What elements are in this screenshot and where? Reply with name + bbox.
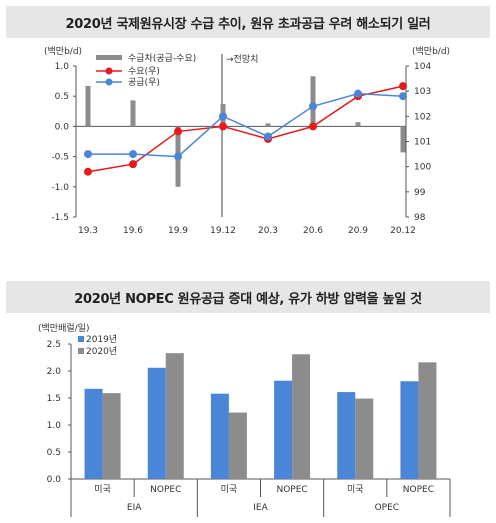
- gap-bar: [310, 76, 316, 127]
- bar-2020: [102, 393, 121, 479]
- y-left-tick-label: -1.0: [51, 183, 69, 193]
- y-right-tick-label: 101: [414, 138, 431, 148]
- bar-2020: [165, 353, 184, 479]
- x-tick-label: 19.3: [78, 226, 98, 236]
- category-label: NOPEC: [403, 485, 434, 495]
- chart1-svg: (백만b/d) (백만b/d) 1.0 0.5 0.0 -0.5 -1.0 -1.5 104 10…: [44, 46, 450, 236]
- y-right-tick-label: 104: [414, 62, 431, 72]
- group-label: OPEC: [375, 503, 399, 513]
- gap-bar: [130, 100, 136, 127]
- x-tick-label: 20.12: [390, 226, 416, 236]
- y-left-tick-label: 0.0: [55, 122, 70, 132]
- y-right-tick-label: 100: [414, 163, 431, 173]
- legend-line-marker: [105, 78, 113, 86]
- y-right-tick-label: 99: [414, 188, 426, 198]
- y-left-tick-label: 0.5: [55, 92, 69, 102]
- y-tick-label: 2.5: [47, 340, 61, 350]
- x-tick-label: 19.6: [123, 226, 143, 236]
- y-left-tick-label: -0.5: [51, 153, 69, 163]
- x-tick-label: 20.3: [258, 226, 278, 236]
- gap-bar: [85, 85, 91, 127]
- legend-line-label: 공급(우): [128, 77, 160, 88]
- supply-line: [88, 92, 404, 158]
- demand-point: [399, 82, 407, 91]
- category-label: 미국: [347, 484, 364, 495]
- chart2-svg: (백만배럴/일) 2.5 2.0 1.5 1.0 0.5 0.0 미국 NOPEC 미국 NOPEC…: [38, 323, 451, 517]
- category-label: 미국: [221, 484, 238, 495]
- legend-line-label: 수요(우): [128, 66, 160, 77]
- supply-point: [399, 92, 407, 101]
- category-label: 미국: [94, 484, 111, 495]
- y-right-tick-label: 102: [414, 112, 431, 122]
- supply-point: [174, 152, 182, 161]
- bar-2020: [355, 398, 374, 479]
- x-tick-label: 19.12: [210, 226, 236, 236]
- legend-label: 2019년: [86, 334, 117, 345]
- y-tick-label: 1.0: [47, 421, 62, 431]
- gap-bar: [400, 126, 406, 153]
- bar-2019: [147, 367, 166, 479]
- bar-2019: [400, 381, 419, 479]
- category-label: NOPEC: [150, 485, 181, 495]
- supply-point: [129, 150, 137, 159]
- bar-2020: [292, 354, 311, 479]
- y-tick-label: 2.0: [47, 367, 62, 377]
- x-tick-label: 20.6: [303, 226, 323, 236]
- supply-point: [219, 112, 227, 121]
- supply-point: [309, 102, 317, 111]
- x-tick-label: 19.9: [168, 226, 188, 236]
- bar-2019: [274, 380, 293, 479]
- demand-line: [87, 85, 404, 173]
- demand-point: [174, 127, 182, 136]
- bar-2019: [337, 392, 356, 479]
- y-left-unit: (백만b/d): [44, 46, 82, 57]
- y-right-unit: (백만b/d): [412, 46, 450, 57]
- forecast-label: →전망치: [226, 53, 258, 65]
- legend-line-marker: [105, 67, 113, 75]
- legend-bar-label: 수급차(공급-수요): [128, 52, 196, 64]
- bar-2020: [228, 412, 247, 479]
- y-unit: (백만배럴/일): [38, 323, 89, 334]
- supply-point: [354, 89, 362, 98]
- x-tick-label: 20.9: [348, 226, 368, 236]
- y-right-tick-label: 98: [414, 213, 426, 223]
- group-label: EIA: [127, 503, 142, 513]
- demand-point: [129, 160, 137, 169]
- y-right-tick-label: 103: [414, 87, 431, 97]
- chart2-title: 2020년 NOPEC 원유공급 증대 예상, 유가 하방 압력을 높일 것: [6, 281, 490, 313]
- y-left-tick-label: -1.5: [51, 213, 69, 223]
- supply-point: [84, 150, 92, 159]
- demand-point: [309, 122, 317, 131]
- category-label: NOPEC: [276, 485, 307, 495]
- y-left-tick-label: 1.0: [55, 62, 70, 72]
- supply-point: [264, 132, 272, 141]
- demand-point: [84, 167, 92, 176]
- y-tick-label: 0.0: [47, 475, 62, 485]
- legend-label: 2020년: [86, 346, 117, 357]
- legend-swatch: [78, 336, 84, 342]
- demand-point: [219, 122, 227, 131]
- legend-bar-swatch: [96, 55, 122, 60]
- y-tick-label: 1.5: [47, 394, 61, 404]
- bar-2019: [84, 388, 103, 479]
- bar-2019: [210, 393, 229, 479]
- bar-2020: [418, 362, 437, 479]
- group-label: IEA: [253, 503, 268, 513]
- chart1-title: 2020년 국제원유시장 수급 추이, 원유 초과공급 우려 해소되기 일러: [6, 6, 490, 38]
- gap-bar: [265, 123, 271, 127]
- gap-bar: [355, 122, 361, 127]
- legend-swatch: [78, 348, 84, 354]
- y-tick-label: 0.5: [47, 448, 61, 458]
